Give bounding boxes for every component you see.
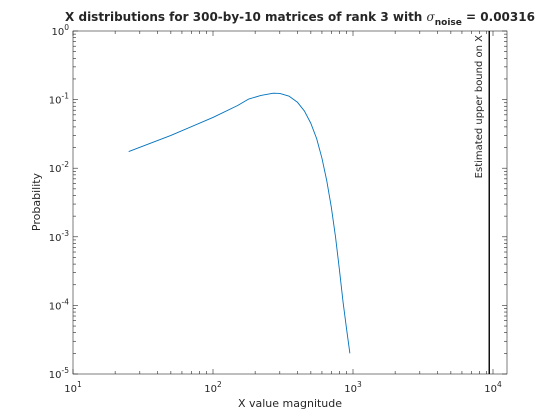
series-line-0 <box>128 92 351 354</box>
title-tail: = 0.00316 <box>462 10 535 24</box>
ticks-layer: 101 102 103 104 10-5 10-4 10-3 10-2 10-1 100 <box>49 23 507 395</box>
annotations-layer: Estimated upper bound on X <box>474 31 490 374</box>
title-subscript: noise <box>435 18 462 28</box>
x-tick-label: 101 <box>64 380 82 395</box>
y-tick-label: 10-4 <box>49 297 69 312</box>
x-tick-label: 104 <box>484 380 502 395</box>
y-tick-label: 100 <box>51 23 69 38</box>
y-tick-label: 10-2 <box>49 160 69 175</box>
title-main: X distributions for 300-by-10 matrices o… <box>65 10 426 24</box>
y-tick-label: 10-5 <box>49 366 69 381</box>
y-tick-label: 10-1 <box>49 92 69 107</box>
plot-area: 101 102 103 104 10-5 10-4 10-3 10-2 10-1 100 Esti… <box>49 23 508 395</box>
x-tick-label: 102 <box>204 380 222 395</box>
series-layer <box>128 92 351 354</box>
chart-title: X distributions for 300-by-10 matrices o… <box>65 10 535 28</box>
upper-bound-label: Estimated upper bound on X <box>474 35 485 178</box>
y-axis-label: Probability <box>30 172 43 231</box>
x-tick-label: 103 <box>344 380 362 395</box>
title-sigma: σ <box>427 10 436 24</box>
y-tick-label: 10-3 <box>49 229 69 244</box>
plot-box <box>72 30 508 375</box>
x-axis-label: X value magnitude <box>238 397 342 410</box>
